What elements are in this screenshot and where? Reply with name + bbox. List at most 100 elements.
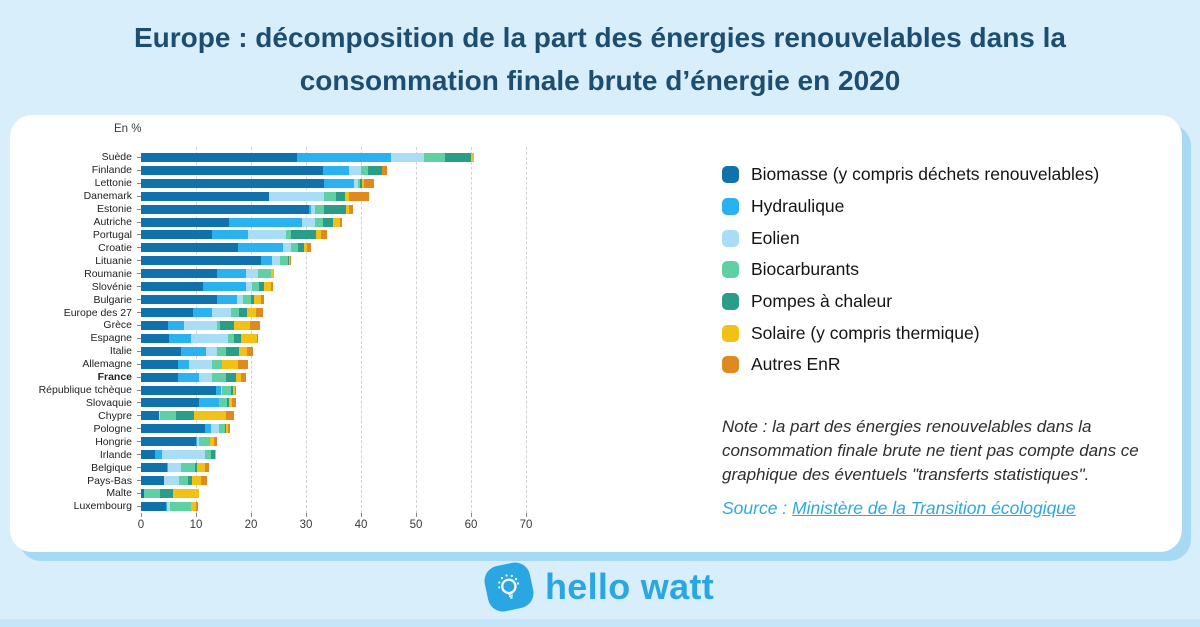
bar-segment: [141, 204, 310, 214]
bar-segment: [173, 488, 200, 498]
bar-segment: [323, 191, 337, 201]
stacked-bar: [141, 256, 292, 266]
stacked-bar: [141, 385, 237, 395]
y-axis-tick: [137, 247, 141, 249]
y-axis-tick: [137, 312, 141, 314]
stacked-bar: [141, 230, 328, 240]
bar-segment: [360, 165, 368, 175]
bar-row: Pologne: [10, 422, 474, 435]
y-axis-tick: [137, 195, 141, 197]
bar-row: Allemagne: [10, 358, 474, 371]
bar-segment: [217, 269, 247, 279]
bar-segment: [235, 385, 237, 395]
bar-segment: [309, 204, 311, 214]
bar-segment: [225, 424, 226, 434]
source-line: Source : Ministère de la Transition écol…: [722, 498, 1076, 519]
brand-wordmark: hello watt: [544, 566, 714, 607]
country-label: Estonie: [96, 203, 132, 216]
country-label: Luxembourg: [73, 500, 132, 513]
bar-segment: [141, 450, 155, 460]
country-label: Autriche: [93, 216, 132, 229]
country-label: Danemark: [83, 190, 132, 203]
bar-segment: [168, 463, 182, 473]
y-axis-tick: [137, 260, 141, 262]
legend-item: Autres EnR: [722, 349, 1099, 381]
legend-label: Autres EnR: [751, 354, 841, 375]
bottom-strip: [0, 619, 1200, 627]
legend-swatch: [722, 229, 739, 247]
gridline: [526, 147, 527, 513]
stacked-bar: [141, 282, 273, 292]
bar-segment: [192, 308, 213, 318]
x-axis-tick: [196, 513, 197, 517]
country-label: Grèce: [103, 319, 132, 332]
source-link[interactable]: Ministère de la Transition écologique: [792, 498, 1076, 518]
bar-segment: [199, 372, 213, 382]
bar-segment: [141, 178, 324, 188]
bar-segment: [200, 476, 207, 485]
bar-segment: [241, 372, 246, 382]
country-label: Belgique: [91, 461, 132, 474]
bar-segment: [141, 295, 218, 305]
stacked-bar: [141, 463, 210, 473]
bar-segment: [141, 411, 159, 421]
bar-row: Belgique: [10, 461, 474, 474]
bar-segment: [314, 204, 324, 214]
bar-row: Finlande: [10, 164, 474, 177]
bar-segment: [272, 256, 280, 266]
bar-segment: [323, 204, 347, 214]
bar-segment: [257, 333, 258, 343]
bar-segment: [196, 437, 198, 447]
bar-segment: [141, 385, 216, 395]
y-axis-tick: [137, 492, 141, 494]
x-axis-tick: [306, 513, 307, 517]
bar-segment: [253, 295, 261, 305]
bar-segment: [363, 178, 374, 188]
bar-segment: [349, 204, 353, 214]
country-label: Europe des 27: [63, 306, 132, 319]
bar-segment: [260, 256, 273, 266]
bar-segment: [288, 256, 291, 266]
bar-segment: [212, 308, 232, 318]
bar-segment: [194, 463, 198, 473]
country-label: Bulgarie: [93, 293, 132, 306]
legend-item: Hydraulique: [722, 191, 1099, 223]
bar-segment: [189, 359, 213, 369]
legend-label: Eolien: [751, 227, 800, 248]
legend-label: Hydraulique: [751, 196, 845, 217]
bar-segment: [164, 476, 180, 485]
bar-segment: [323, 178, 354, 188]
bar-row: République tchèque: [10, 384, 474, 397]
legend-item: Solaire (y compris thermique): [722, 317, 1099, 349]
bar-segment: [269, 191, 324, 201]
country-label: Malte: [106, 487, 132, 500]
y-axis-tick: [137, 480, 141, 481]
x-axis-label: 0: [137, 519, 145, 531]
bar-segment: [323, 217, 334, 227]
bar-segment: [141, 372, 178, 382]
stacked-bar: [141, 295, 264, 305]
bar-segment: [315, 230, 321, 240]
bar-segment: [141, 437, 196, 447]
bar-segment: [141, 346, 182, 356]
bar-segment: [211, 230, 249, 240]
country-label: Croatie: [98, 241, 132, 254]
stacked-bar: [141, 450, 217, 460]
bar-segment: [141, 191, 270, 201]
legend-item: Pompes à chaleur: [722, 286, 1099, 318]
x-axis-label: 50: [409, 519, 423, 531]
bar-segment: [177, 359, 190, 369]
bar-row: Lituanie: [10, 254, 474, 267]
bar-segment: [195, 501, 198, 511]
bar-segment: [202, 282, 247, 292]
bar-segment: [191, 501, 196, 511]
chart-legend: Biomasse (y compris déchets renouvelable…: [722, 159, 1099, 381]
bar-row: Estonie: [10, 203, 474, 216]
bar-segment: [290, 230, 316, 240]
bar-segment: [221, 359, 238, 369]
legend-label: Pompes à chaleur: [751, 291, 893, 312]
bar-segment: [333, 217, 341, 227]
stacked-bar: [141, 346, 254, 356]
bar-segment: [168, 333, 192, 343]
country-label: Slovaquie: [85, 396, 132, 409]
